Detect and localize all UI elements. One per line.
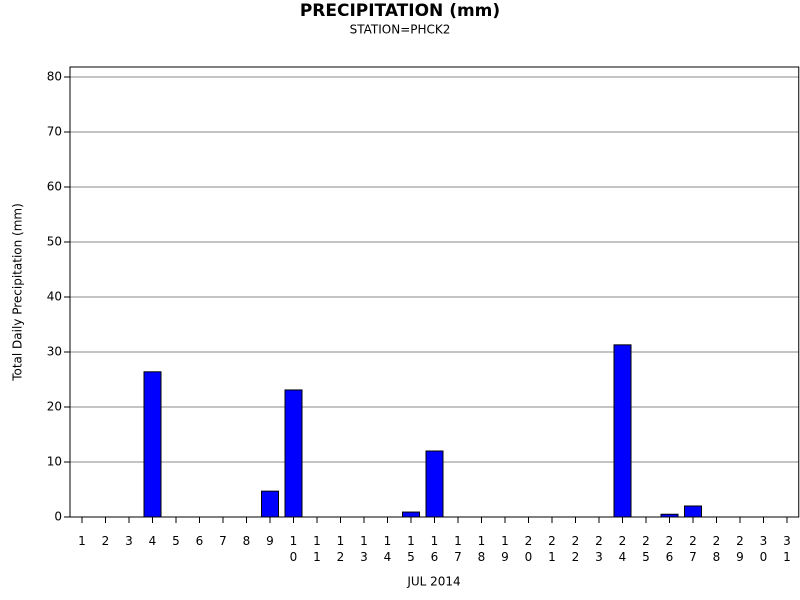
x-tick-label: 31 (780, 534, 794, 566)
x-tick-label: 9 (263, 534, 277, 550)
bar (143, 371, 162, 518)
x-axis-label: JUL 2014 (406, 575, 460, 589)
y-axis-label: Total Daily Precipitation (mm) (11, 203, 25, 382)
y-tick-label: 50 (47, 235, 62, 249)
x-tick-label: 29 (733, 534, 747, 566)
x-tick-label: 18 (475, 534, 489, 566)
plot-frame (69, 66, 800, 518)
x-tick-label: 6 (193, 534, 207, 550)
x-tick-label: 8 (240, 534, 254, 550)
x-tick-label: 10 (287, 534, 301, 566)
x-tick-label: 27 (686, 534, 700, 566)
x-tick-label: 20 (522, 534, 536, 566)
x-tick-label: 13 (357, 534, 371, 566)
y-tick-label: 0 (54, 510, 62, 524)
x-tick-label: 24 (616, 534, 630, 566)
y-tick-label: 40 (47, 290, 62, 304)
bar (425, 450, 444, 518)
x-tick-label: 19 (498, 534, 512, 566)
bar (660, 513, 679, 518)
bar (261, 490, 279, 518)
x-tick-label: 17 (451, 534, 465, 566)
x-tick-label: 2 (99, 534, 113, 550)
bar (684, 505, 702, 518)
x-tick-label: 22 (569, 534, 583, 566)
bar (284, 389, 303, 518)
x-tick-label: 28 (710, 534, 724, 566)
x-tick-label: 26 (663, 534, 677, 566)
x-tick-label: 7 (216, 534, 230, 550)
y-tick-label: 80 (47, 70, 62, 84)
x-tick-label: 1 (75, 534, 89, 550)
x-tick-label: 16 (428, 534, 442, 566)
x-tick-label: 15 (404, 534, 418, 566)
x-tick-label: 3 (122, 534, 136, 550)
x-tick-label: 30 (757, 534, 771, 566)
y-tick-label: 20 (47, 400, 62, 414)
chart-subtitle: STATION=PHCK2 (350, 23, 451, 37)
y-tick-label: 30 (47, 345, 62, 359)
x-tick-label: 4 (146, 534, 160, 550)
y-tick-label: 10 (47, 455, 62, 469)
x-tick-label: 23 (592, 534, 606, 566)
x-tick-label: 14 (381, 534, 395, 566)
bar (613, 344, 632, 518)
chart-title: PRECIPITATION (mm) (300, 1, 500, 21)
x-tick-label: 11 (310, 534, 324, 566)
x-tick-label: 5 (169, 534, 183, 550)
bar (402, 511, 420, 518)
y-tick-label: 70 (47, 125, 62, 139)
y-tick-label: 60 (47, 180, 62, 194)
x-tick-label: 12 (334, 534, 348, 566)
x-tick-label: 21 (545, 534, 559, 566)
x-tick-label: 25 (639, 534, 653, 566)
